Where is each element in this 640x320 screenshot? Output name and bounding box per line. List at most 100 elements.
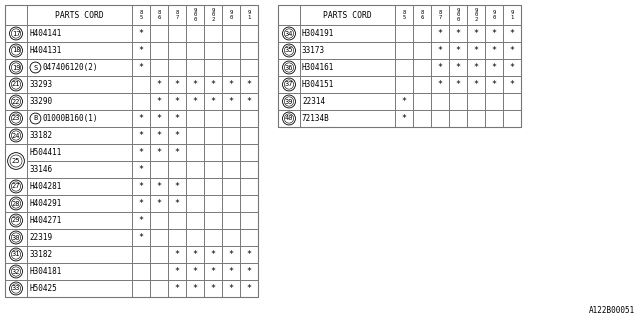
Text: 40: 40 [285,116,293,122]
Text: 9
0: 9 0 [492,10,495,20]
Text: *: * [509,46,515,55]
Text: *: * [138,63,143,72]
Text: 34: 34 [285,30,293,36]
Text: A122B00051: A122B00051 [589,306,635,315]
Circle shape [10,231,22,244]
Bar [278,5,521,127]
Circle shape [12,182,20,191]
Text: H404271: H404271 [29,216,61,225]
Circle shape [282,112,296,125]
Circle shape [282,61,296,74]
Circle shape [12,199,20,208]
Circle shape [12,267,20,276]
Text: H404131: H404131 [29,46,61,55]
Circle shape [10,112,22,125]
Text: 33146: 33146 [29,165,52,174]
Circle shape [12,250,20,259]
Text: PARTS CORD: PARTS CORD [55,11,104,20]
Text: *: * [157,131,161,140]
Text: 33293: 33293 [29,80,52,89]
Text: *: * [211,267,216,276]
Text: *: * [438,80,442,89]
Text: *: * [175,97,179,106]
Bar [5,5,258,297]
Text: *: * [401,97,406,106]
Circle shape [12,97,20,106]
Text: S: S [33,65,38,70]
Circle shape [282,44,296,57]
Circle shape [12,29,20,38]
Text: 36: 36 [285,65,293,70]
Text: *: * [401,114,406,123]
Text: PARTS CORD: PARTS CORD [323,11,372,20]
Text: H504411: H504411 [29,148,61,157]
Text: 9
0
2: 9 0 2 [211,8,214,22]
Circle shape [12,80,20,89]
Text: *: * [138,114,143,123]
Text: *: * [456,63,461,72]
Text: *: * [157,182,161,191]
Text: *: * [211,97,216,106]
Text: *: * [157,199,161,208]
Text: 21: 21 [12,82,20,87]
Text: *: * [138,199,143,208]
Circle shape [10,214,22,227]
Circle shape [12,114,20,123]
Text: 33182: 33182 [29,131,52,140]
Text: 22314: 22314 [302,97,325,106]
Text: 8
5: 8 5 [140,10,143,20]
Text: *: * [193,80,198,89]
Circle shape [10,282,22,295]
Text: *: * [175,182,179,191]
Text: *: * [175,199,179,208]
Text: *: * [474,46,479,55]
Text: *: * [228,267,234,276]
Text: *: * [157,97,161,106]
Text: *: * [211,250,216,259]
Text: 25: 25 [12,158,20,164]
Text: *: * [175,114,179,123]
Text: H304151: H304151 [302,80,334,89]
Text: *: * [509,80,515,89]
Circle shape [284,46,294,55]
Text: 9
0
0: 9 0 0 [193,8,196,22]
Text: 8
7: 8 7 [175,10,179,20]
Circle shape [12,284,20,293]
Text: *: * [175,131,179,140]
Text: *: * [438,46,442,55]
Text: 17: 17 [12,30,20,36]
Text: *: * [193,267,198,276]
Text: *: * [492,80,497,89]
Text: *: * [456,46,461,55]
Text: 32: 32 [12,268,20,275]
Text: H304191: H304191 [302,29,334,38]
Circle shape [12,216,20,225]
Circle shape [30,113,41,124]
Circle shape [10,78,22,91]
Text: *: * [456,80,461,89]
Circle shape [284,63,294,72]
Text: *: * [474,63,479,72]
Circle shape [284,114,294,123]
Text: *: * [509,29,515,38]
Text: 9
0
2: 9 0 2 [474,8,477,22]
Text: *: * [228,80,234,89]
Text: *: * [138,29,143,38]
Text: *: * [492,29,497,38]
Text: *: * [138,46,143,55]
Text: *: * [474,29,479,38]
Text: 22: 22 [12,99,20,105]
Text: *: * [138,131,143,140]
Text: *: * [193,284,198,293]
Text: *: * [456,29,461,38]
Text: *: * [193,250,198,259]
Text: *: * [246,284,252,293]
Text: H50425: H50425 [29,284,57,293]
Text: 9
1: 9 1 [248,10,251,20]
Text: 37: 37 [285,82,293,87]
Text: *: * [246,250,252,259]
Text: 8
6: 8 6 [157,10,161,20]
Text: 33: 33 [12,285,20,292]
Text: 9
0: 9 0 [229,10,232,20]
Text: *: * [211,80,216,89]
